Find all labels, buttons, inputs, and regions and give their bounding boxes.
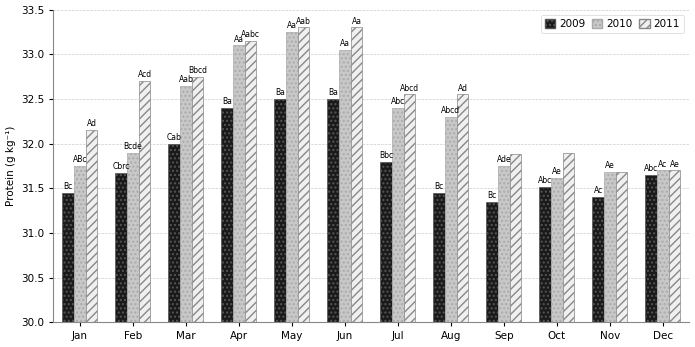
Text: Ba: Ba (328, 88, 338, 97)
Text: Bc: Bc (434, 182, 444, 191)
Text: Ad: Ad (457, 84, 468, 93)
Bar (85, 130, 97, 322)
Bar (551, 178, 563, 322)
Legend: 2009, 2010, 2011: 2009, 2010, 2011 (541, 15, 685, 33)
Text: Aab: Aab (296, 17, 311, 26)
Bar (380, 161, 392, 322)
Text: Cab: Cab (167, 133, 181, 142)
Text: Aabc: Aabc (241, 30, 260, 39)
Y-axis label: Protein (g kg⁻¹): Protein (g kg⁻¹) (6, 126, 15, 206)
Text: Abcd: Abcd (400, 84, 419, 93)
Bar (245, 41, 256, 322)
Bar (563, 153, 575, 322)
Bar (351, 27, 362, 322)
Bar (616, 172, 628, 322)
Text: Aa: Aa (234, 34, 244, 43)
Bar (233, 45, 245, 322)
Bar (180, 86, 192, 322)
Text: Acd: Acd (138, 70, 152, 79)
Text: Ac: Ac (594, 186, 603, 195)
Text: Abcd: Abcd (441, 106, 461, 115)
Text: Abc: Abc (391, 97, 405, 106)
Text: Ae: Ae (552, 167, 562, 176)
Bar (434, 193, 445, 322)
Bar (498, 166, 509, 322)
Text: Ac: Ac (658, 160, 668, 169)
Bar (286, 32, 297, 322)
Bar (486, 202, 498, 322)
Text: Cbrc: Cbrc (113, 162, 130, 171)
Bar (275, 99, 286, 322)
Bar (509, 154, 521, 322)
Bar (539, 187, 551, 322)
Text: Abc: Abc (538, 176, 553, 185)
Bar (646, 175, 657, 322)
Bar (222, 108, 233, 322)
Bar (669, 170, 680, 322)
Text: Ae: Ae (605, 161, 615, 170)
Bar (339, 50, 351, 322)
Text: Ae: Ae (670, 160, 680, 169)
Bar (445, 117, 457, 322)
Bar (192, 77, 204, 322)
Bar (115, 173, 127, 322)
Text: Bbcd: Bbcd (188, 66, 207, 75)
Bar (457, 94, 468, 322)
Bar (392, 108, 404, 322)
Text: Bbc: Bbc (379, 151, 393, 160)
Text: Bc: Bc (488, 191, 497, 200)
Bar (327, 99, 339, 322)
Bar (657, 170, 669, 322)
Text: Ba: Ba (222, 97, 232, 106)
Bar (592, 197, 604, 322)
Text: Abc: Abc (644, 164, 658, 173)
Text: Ad: Ad (87, 119, 97, 128)
Text: Bc: Bc (64, 182, 73, 191)
Bar (404, 94, 416, 322)
Bar (297, 27, 309, 322)
Bar (63, 193, 74, 322)
Text: Aa: Aa (340, 39, 350, 48)
Bar (139, 81, 150, 322)
Bar (604, 172, 616, 322)
Text: Aab: Aab (179, 75, 193, 84)
Bar (168, 144, 180, 322)
Text: ABc: ABc (73, 155, 87, 164)
Bar (127, 153, 139, 322)
Text: Aa: Aa (287, 21, 297, 30)
Text: Bcde: Bcde (124, 142, 142, 151)
Text: Ba: Ba (275, 88, 285, 97)
Bar (74, 166, 85, 322)
Text: Ade: Ade (497, 155, 512, 164)
Text: Aa: Aa (352, 17, 361, 26)
